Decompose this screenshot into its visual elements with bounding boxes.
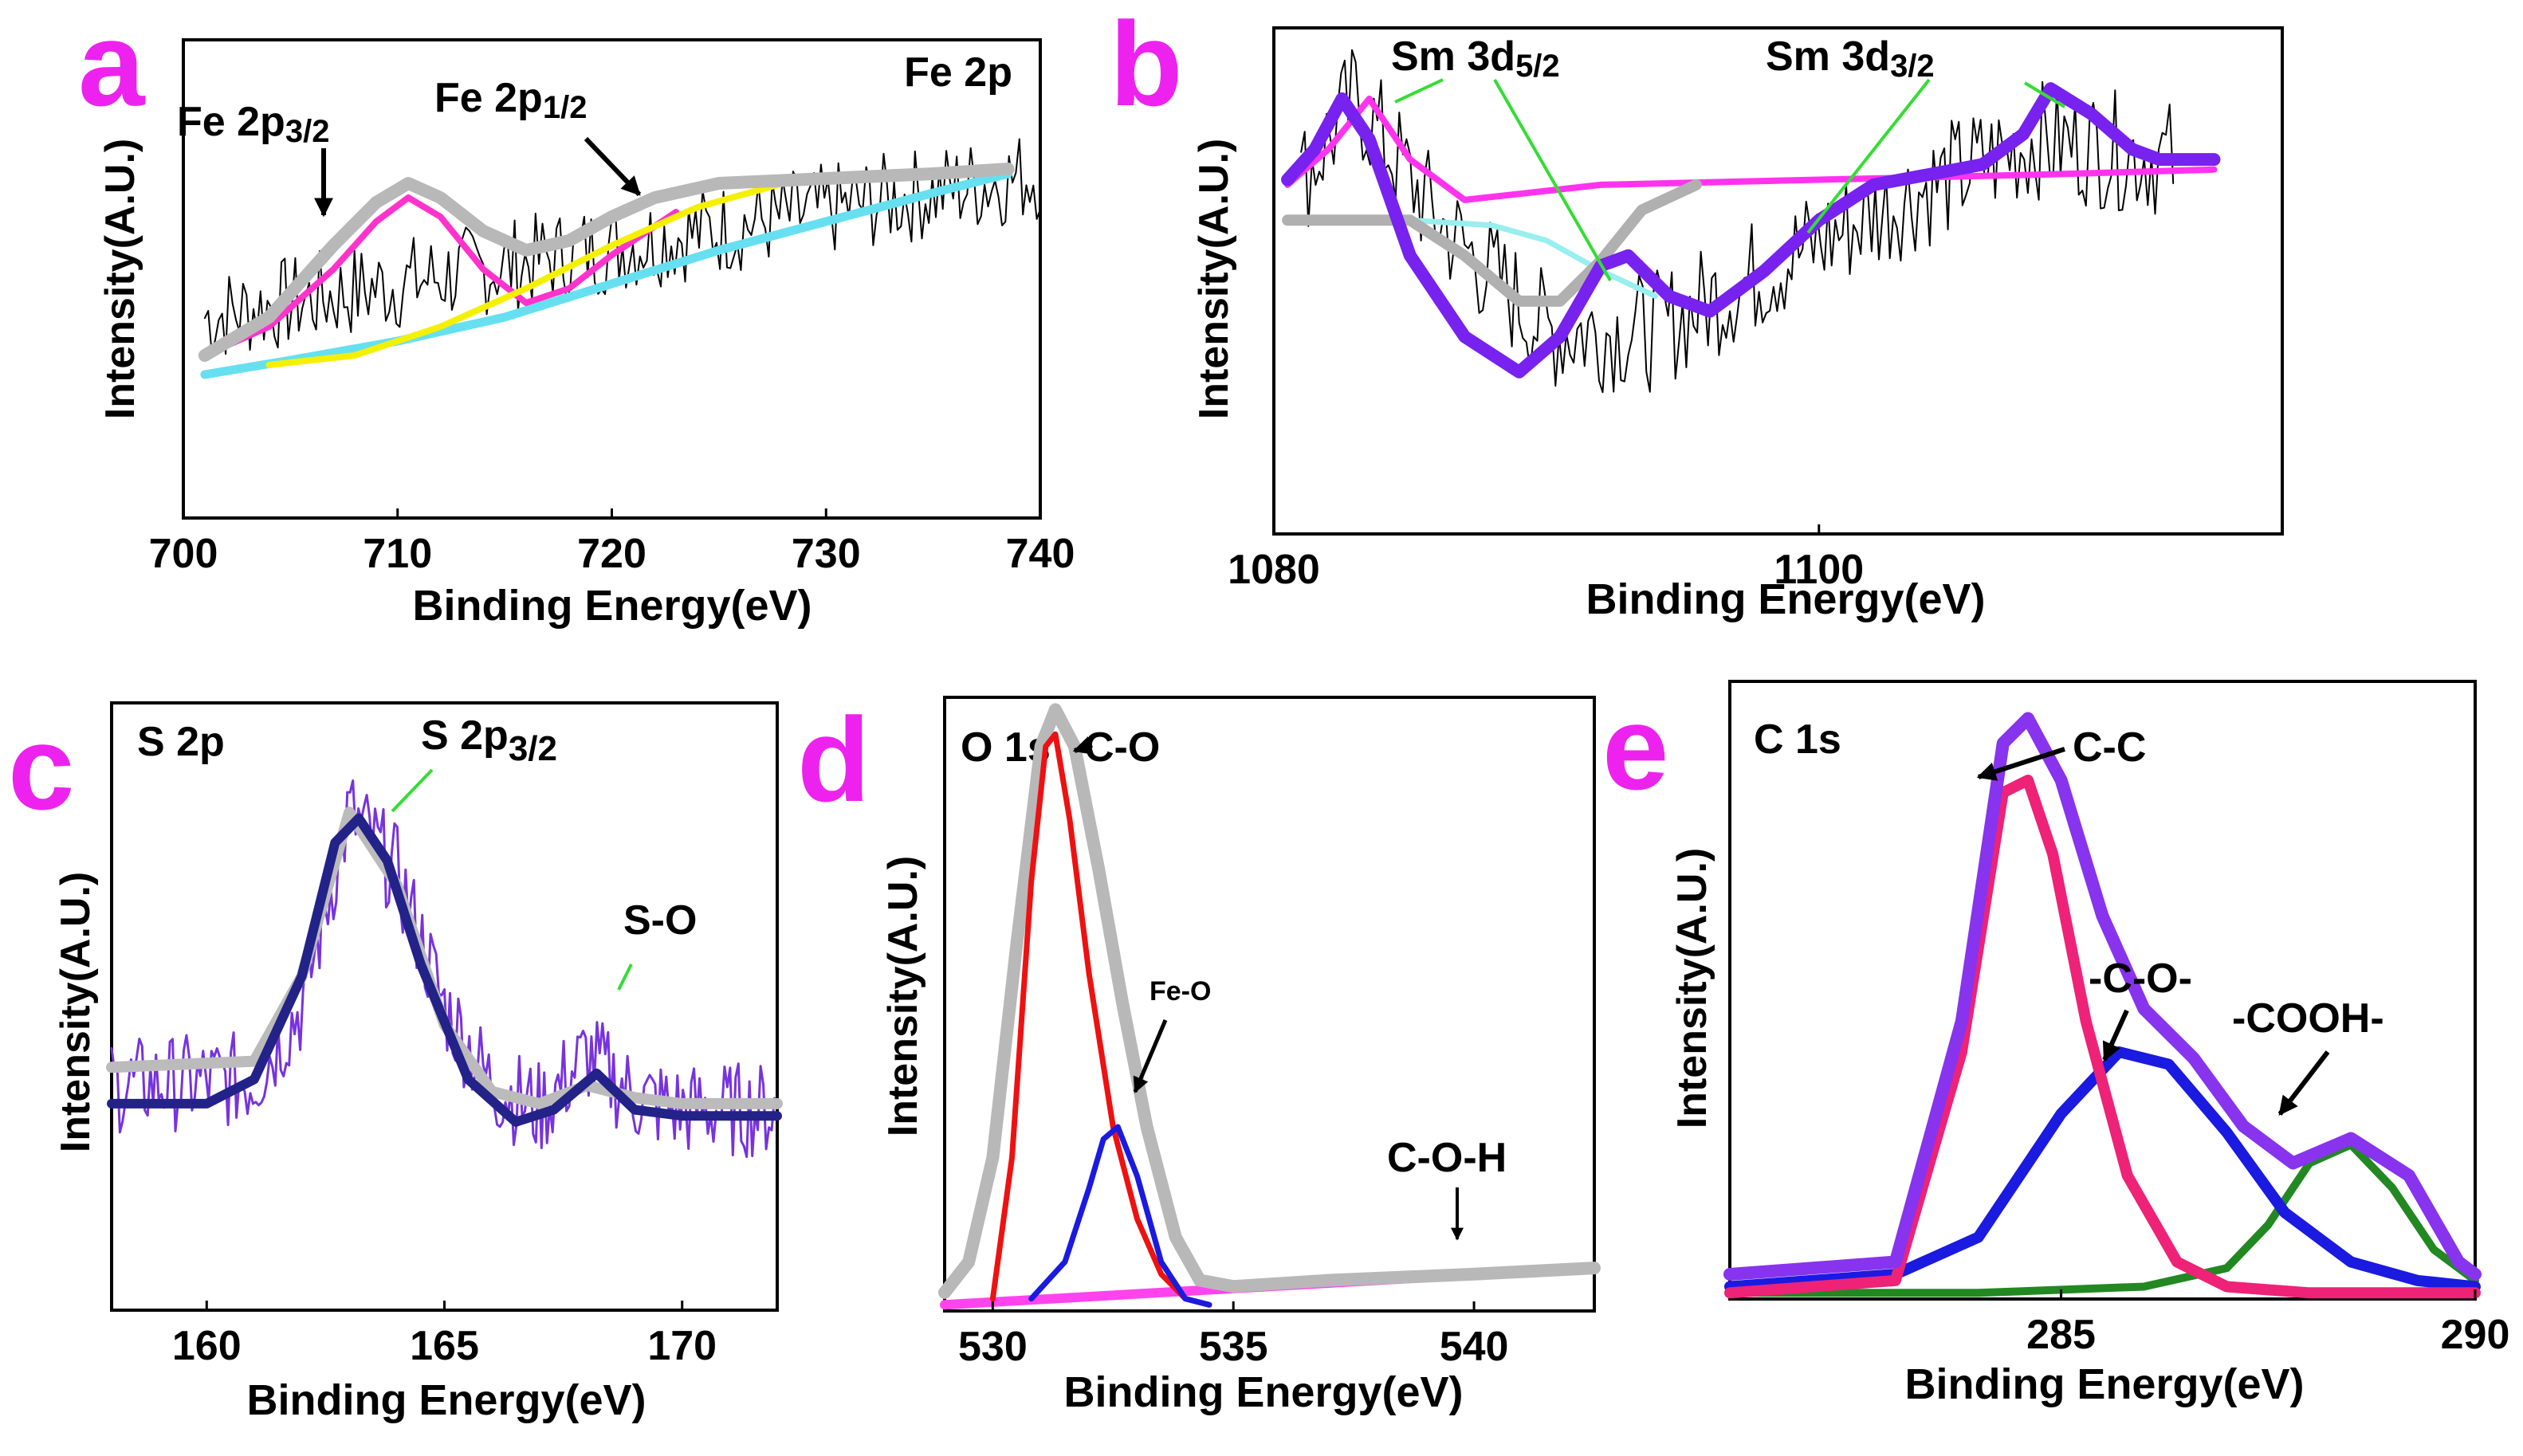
spectrum-title: Fe 2p xyxy=(904,49,1012,96)
annotation-label: Fe 2p1/2 xyxy=(434,75,587,125)
x-tick-label: 710 xyxy=(363,531,432,577)
annotation-arrow xyxy=(2102,1009,2129,1062)
annotation-label: C-O-H xyxy=(1387,1135,1507,1181)
x-tick-label: 160 xyxy=(172,1323,242,1369)
x-tick-label: 1100 xyxy=(1774,547,1864,593)
x-tick-label: 720 xyxy=(577,531,646,577)
panel-label: e xyxy=(1602,681,1668,814)
annotation-arrow xyxy=(1133,1019,1168,1093)
series-line-background-2 xyxy=(1282,179,1702,307)
y-axis-title: Intensity(A.U.) xyxy=(880,856,926,1136)
panel-a: a Intensity(A.U.) Binding Energy(eV) Fe … xyxy=(78,0,1075,630)
y-axis-title: Intensity(A.U.) xyxy=(53,872,99,1152)
x-tick-label: 1080 xyxy=(1228,547,1320,593)
plot-frame xyxy=(943,696,1596,1313)
panel-c: c Intensity(A.U.) Binding Energy(eV) S 2… xyxy=(8,701,783,1424)
y-axis-title: Intensity(A.U.) xyxy=(1191,139,1237,419)
annotation-arrow xyxy=(391,768,434,813)
annotation-layer: Fe 2p3/2 Fe 2p1/2 xyxy=(177,75,642,218)
annotation-arrow xyxy=(1976,747,2065,781)
panel-label: b xyxy=(1110,0,1183,131)
series-layer xyxy=(938,703,1601,1310)
x-axis-title: Binding Energy(eV) xyxy=(1063,1368,1463,1416)
spectrum-title: S 2p xyxy=(137,719,225,765)
annotation-arrow xyxy=(617,963,633,991)
series-line-envelope xyxy=(198,163,1015,362)
annotation-label: Sm 3d5/2 xyxy=(1391,33,1560,84)
x-tick-label: 290 xyxy=(2441,1312,2510,1358)
series-layer xyxy=(1281,49,2221,394)
tick-layer: 700 710 720 730 740 xyxy=(149,508,1075,577)
series-layer xyxy=(106,779,783,1159)
x-tick-label: 535 xyxy=(1199,1324,1268,1370)
x-tick-label: 540 xyxy=(1440,1324,1509,1370)
series-layer xyxy=(198,138,1041,379)
annotation-layer: C-C -C-O- -COOH- xyxy=(1976,724,2384,1116)
panel-label: c xyxy=(8,701,74,834)
series-line-shirley-background xyxy=(200,169,1013,379)
annotation-arrow xyxy=(584,136,642,197)
annotation-arrow xyxy=(2023,81,2066,108)
annotation-label: C-O xyxy=(1084,724,1160,771)
series-line-sm-3d5-2-fit xyxy=(1284,95,2218,203)
tick-layer: 1080 1100 xyxy=(1228,524,1864,593)
x-tick-label: 285 xyxy=(2026,1312,2096,1358)
annotation-arrow xyxy=(1072,736,1094,755)
x-tick-label: 730 xyxy=(792,531,861,577)
x-tick-label: 740 xyxy=(1006,531,1075,577)
series-layer xyxy=(1723,712,2482,1299)
tick-layer: 530 535 540 xyxy=(958,1301,1508,1370)
annotation-label: Sm 3d3/2 xyxy=(1766,33,1935,84)
plot-frame xyxy=(1728,680,2477,1301)
series-line-envelope xyxy=(938,703,1601,1299)
tick-layer: 285 290 xyxy=(2026,1289,2509,1358)
tick-layer: 160 165 170 xyxy=(172,1301,717,1369)
x-tick-label: 165 xyxy=(410,1323,479,1369)
series-line-c-c-component xyxy=(1724,775,2481,1299)
series-line-fit xyxy=(107,813,782,1127)
x-tick-label: 700 xyxy=(149,531,218,577)
panel-e: e Intensity(A.U.) Binding Energy(eV) C 1… xyxy=(1602,680,2509,1408)
annotation-label: -C-O- xyxy=(2089,956,2192,1002)
x-axis-title: Binding Energy(eV) xyxy=(1904,1360,2304,1408)
annotation-label: Fe 2p3/2 xyxy=(177,99,329,149)
plot-frame xyxy=(1272,26,2284,536)
series-line-envelope xyxy=(1281,82,2221,379)
y-axis-title: Intensity(A.U.) xyxy=(97,139,143,419)
series-line-fe-o-component xyxy=(1028,1124,1212,1308)
annotation-layer: S 2p3/2 S-O xyxy=(391,712,697,991)
annotation-layer: Sm 3d5/2 Sm 3d3/2 xyxy=(1391,33,2066,281)
series-line-c-o-component xyxy=(989,731,1212,1308)
annotation-label: S-O xyxy=(623,897,697,944)
x-tick-label: 170 xyxy=(647,1323,717,1369)
annotation-label: C-C xyxy=(2073,724,2146,771)
y-axis-title: Intensity(A.U.) xyxy=(1669,848,1715,1128)
annotation-layer: C-O Fe-O C-O-H xyxy=(1072,724,1507,1241)
annotation-arrow xyxy=(1493,79,1612,281)
annotation-arrow xyxy=(2277,1050,2330,1116)
annotation-arrow xyxy=(1394,78,1444,104)
panel-d: d Intensity(A.U.) Binding Energy(eV) O 1… xyxy=(797,693,1601,1416)
annotation-arrow xyxy=(1806,78,1931,234)
x-tick-label: 530 xyxy=(958,1324,1028,1370)
x-axis-title: Binding Energy(eV) xyxy=(246,1376,646,1424)
x-axis-title: Binding Energy(eV) xyxy=(1586,575,1985,623)
plot-frame xyxy=(182,38,1042,520)
annotation-label: -COOH- xyxy=(2232,995,2384,1042)
series-line--c-o-component xyxy=(1724,1046,2481,1293)
series-line-envelope xyxy=(1723,712,2482,1281)
series-line-fe-2p3-2-fit xyxy=(201,194,680,359)
spectrum-title: C 1s xyxy=(1754,716,1841,763)
panel-b: b Intensity(A.U.) Binding Energy(eV) 108… xyxy=(1110,0,2284,623)
panel-label: d xyxy=(797,693,870,826)
panel-label: a xyxy=(78,0,146,131)
series-line-background xyxy=(106,806,783,1109)
annotation-label: Fe-O xyxy=(1149,976,1211,1007)
annotation-label: S 2p3/2 xyxy=(421,712,557,768)
x-axis-title: Binding Energy(eV) xyxy=(412,582,812,630)
